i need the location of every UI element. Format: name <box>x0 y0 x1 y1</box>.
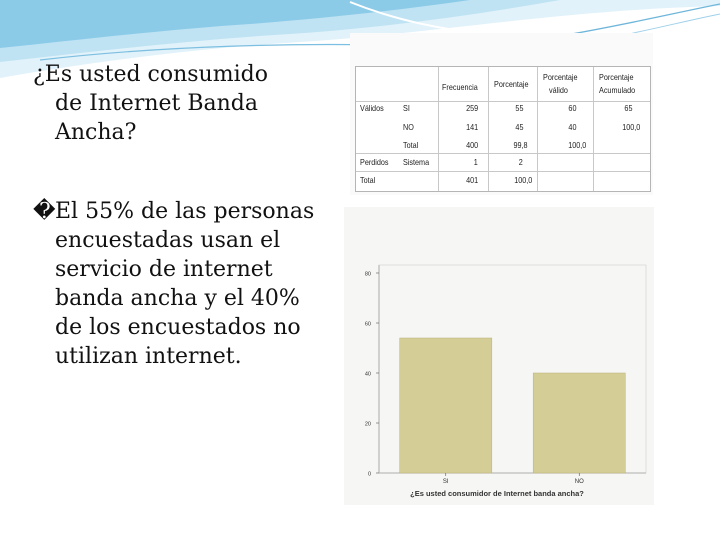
cell-total-frecuencia: 400 <box>465 140 478 150</box>
cell-no-acumulado: 100,0 <box>621 122 640 132</box>
body-line-5: de los encuestados no <box>55 315 301 340</box>
row-group-validos: Válidos <box>360 103 384 113</box>
swoosh-line-2 <box>559 3 720 37</box>
table-divider <box>356 171 650 172</box>
table-divider <box>593 67 594 191</box>
cell-no-valido: 40 <box>567 122 576 132</box>
cell-no-frecuencia: 141 <box>465 122 478 132</box>
col-header-porcentaje-valido-2: válido <box>549 85 568 95</box>
col-header-porcentaje-acumulado-2: Acumulado <box>599 85 636 95</box>
table-divider <box>537 67 538 191</box>
cell-no-porcentaje: 45 <box>514 122 523 132</box>
bar-chart: 0 20 40 60 80 SI NO ¿Es usted consumidor de I… <box>365 264 647 498</box>
table-divider <box>356 101 650 102</box>
title-line-3: Ancha? <box>55 120 137 145</box>
table-divider <box>356 153 650 154</box>
col-header-porcentaje-acumulado-1: Porcentaje <box>599 72 634 82</box>
table-divider <box>488 67 489 191</box>
row-label-si: SI <box>403 103 410 113</box>
cell-si-valido: 60 <box>567 103 576 113</box>
row-label-sistema: Sistema <box>403 157 430 167</box>
swoosh-line-4 <box>349 1 471 33</box>
title-line-2: de Internet Banda <box>55 91 259 116</box>
body-line-1: �El 55% de las personas <box>33 197 333 226</box>
header-swoosh-decoration <box>0 0 720 78</box>
row-group-perdidos: Perdidos <box>360 157 389 167</box>
cell-si-porcentaje: 55 <box>514 103 523 113</box>
y-tick-label-3: 60 <box>365 322 371 328</box>
cell-grand-total-porcentaje: 100,0 <box>513 175 532 185</box>
slide-title: ¿Es usted consumido de Internet Banda An… <box>33 60 333 147</box>
frequency-table: Frecuencia Porcentaje Porcentaje válido … <box>355 66 651 192</box>
title-line-1: ¿Es usted consumido <box>33 62 268 87</box>
cell-sistema-porcentaje: 2 <box>518 157 523 167</box>
cell-si-acumulado: 65 <box>623 103 632 113</box>
bar-no <box>532 372 626 474</box>
slide-body: �El 55% de las personas encuestadas usan… <box>33 197 333 371</box>
col-header-frecuencia: Frecuencia <box>442 82 478 92</box>
x-category-label-no: NO <box>575 479 584 485</box>
y-tick-label-1: 20 <box>365 422 371 428</box>
body-line-6: utilizan internet. <box>55 344 242 369</box>
x-axis-title: ¿Es usted consumidor de Internet banda a… <box>410 489 584 498</box>
swoosh-mid <box>0 0 470 48</box>
y-tick-label-4: 80 <box>365 272 371 278</box>
bullet-icon: � <box>33 199 56 224</box>
body-line-3: servicio de internet <box>55 257 273 282</box>
row-label-no: NO <box>403 122 414 132</box>
bar-si <box>399 337 493 474</box>
cell-total-valido: 100,0 <box>567 140 586 150</box>
plot-frame <box>378 264 647 474</box>
row-label-total: Total <box>403 140 419 150</box>
table-divider <box>438 67 439 191</box>
col-header-porcentaje: Porcentaje <box>494 79 529 89</box>
row-group-total: Total <box>360 175 376 185</box>
body-line-2: encuestadas usan el <box>55 228 281 253</box>
body-text-1: El 55% de las personas <box>55 199 315 224</box>
y-tick-label-0: 0 <box>368 472 371 478</box>
y-tick-label-2: 40 <box>365 372 371 378</box>
cell-si-frecuencia: 259 <box>465 103 478 113</box>
cell-sistema-frecuencia: 1 <box>473 157 478 167</box>
cell-total-porcentaje: 99,8 <box>513 140 528 150</box>
cell-grand-total-frecuencia: 401 <box>465 175 478 185</box>
col-header-porcentaje-valido-1: Porcentaje <box>543 72 578 82</box>
body-line-4: banda ancha y el 40% <box>55 286 300 311</box>
x-category-label-si: SI <box>443 479 449 485</box>
